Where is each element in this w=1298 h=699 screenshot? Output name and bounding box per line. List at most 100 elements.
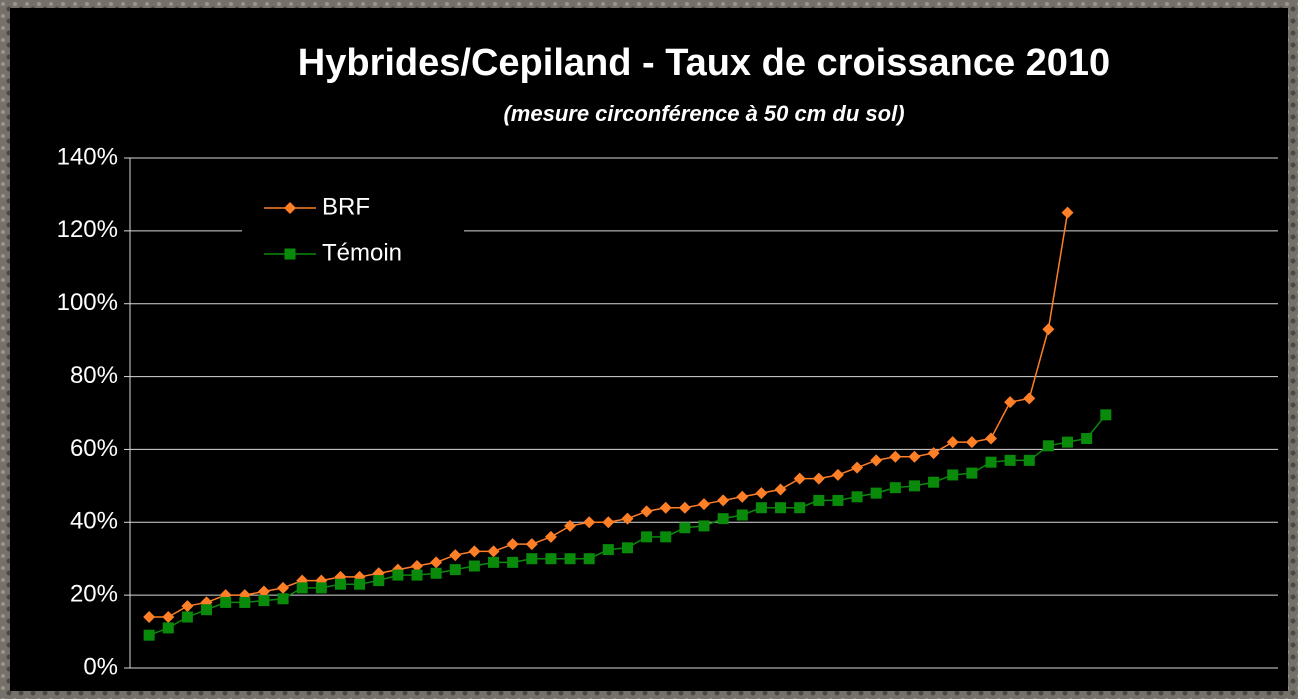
marker <box>1100 409 1112 421</box>
marker <box>870 454 883 467</box>
marker <box>411 569 423 581</box>
marker <box>277 581 290 594</box>
marker <box>966 467 978 479</box>
y-tick-label: 40% <box>70 508 118 535</box>
marker <box>468 545 481 558</box>
marker <box>525 538 538 551</box>
marker <box>488 556 500 568</box>
marker <box>947 469 959 481</box>
marker <box>985 432 997 445</box>
marker <box>928 476 940 488</box>
marker <box>794 502 806 514</box>
marker <box>889 450 902 463</box>
marker <box>143 611 156 623</box>
marker <box>659 501 672 514</box>
marker <box>354 578 366 590</box>
marker <box>181 611 193 623</box>
marker <box>258 595 270 607</box>
marker <box>621 542 633 554</box>
y-tick-label: 80% <box>70 362 118 389</box>
marker <box>602 544 614 556</box>
marker <box>717 513 729 525</box>
marker <box>775 502 787 514</box>
marker <box>181 600 194 613</box>
marker <box>392 569 404 581</box>
marker <box>487 545 500 558</box>
marker <box>284 202 296 214</box>
marker <box>908 480 920 492</box>
marker <box>698 520 710 532</box>
marker <box>449 549 462 562</box>
marker <box>430 567 442 579</box>
marker <box>411 560 423 572</box>
legend-label: BRF <box>322 193 370 220</box>
marker <box>564 553 576 565</box>
y-tick-label: 20% <box>70 580 118 607</box>
marker <box>507 556 519 568</box>
y-tick-label: 0% <box>83 653 118 680</box>
marker <box>1004 454 1016 466</box>
marker <box>641 531 653 543</box>
marker <box>965 436 978 449</box>
marker <box>257 585 270 598</box>
marker <box>468 560 480 572</box>
marker <box>793 472 806 485</box>
marker <box>1062 436 1074 448</box>
chart-title: Hybrides/Cepiland - Taux de croissance 2… <box>298 42 1110 84</box>
marker <box>908 450 921 463</box>
marker <box>678 501 691 514</box>
marker <box>1042 440 1054 452</box>
marker <box>296 582 308 594</box>
marker <box>1061 206 1074 219</box>
marker <box>813 494 825 506</box>
marker <box>679 522 691 534</box>
y-tick-label: 120% <box>57 216 118 243</box>
marker <box>315 582 327 594</box>
marker <box>832 494 844 506</box>
chart-area <box>10 8 1288 691</box>
marker <box>201 604 213 616</box>
marker <box>755 487 768 500</box>
marker <box>334 578 346 590</box>
marker <box>526 553 538 565</box>
marker <box>1081 433 1093 444</box>
marker <box>812 472 825 485</box>
marker <box>717 494 730 507</box>
marker <box>640 505 653 518</box>
marker <box>851 491 863 503</box>
marker <box>851 461 864 474</box>
marker <box>449 564 461 576</box>
marker <box>162 611 175 623</box>
marker <box>946 436 959 449</box>
marker <box>544 530 557 543</box>
y-tick-label: 60% <box>70 435 118 462</box>
marker <box>162 622 174 634</box>
marker <box>698 498 710 511</box>
marker <box>583 516 596 529</box>
marker <box>583 553 595 565</box>
marker <box>755 502 767 514</box>
marker <box>870 487 882 499</box>
marker <box>220 596 232 608</box>
marker <box>239 596 251 608</box>
marker <box>373 575 385 587</box>
marker <box>430 556 443 569</box>
marker <box>621 512 634 525</box>
chart-subtitle: (mesure circonférence à 50 cm du sol) <box>503 101 904 126</box>
marker <box>985 456 997 468</box>
marker <box>1023 454 1035 466</box>
marker <box>1042 323 1055 336</box>
marker <box>927 447 940 460</box>
marker <box>736 490 749 503</box>
marker <box>889 482 901 494</box>
marker <box>143 629 155 641</box>
marker <box>831 468 844 481</box>
marker <box>602 516 615 529</box>
marker <box>284 248 296 260</box>
marker <box>1004 396 1017 409</box>
marker <box>545 553 557 565</box>
marker <box>506 538 519 551</box>
marker <box>564 519 577 532</box>
